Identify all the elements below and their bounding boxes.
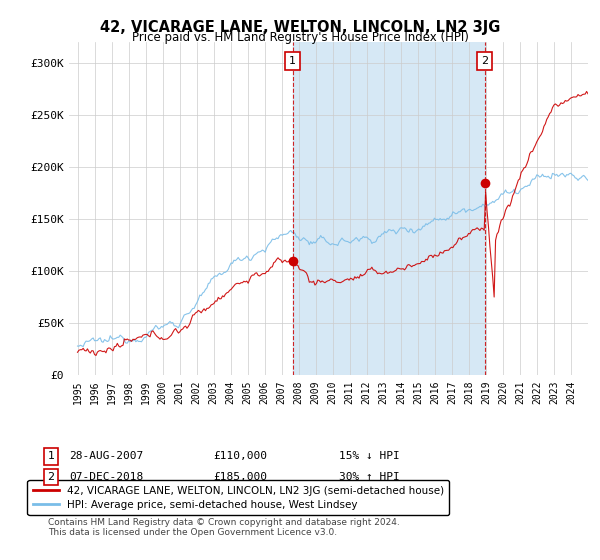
- Text: 42, VICARAGE LANE, WELTON, LINCOLN, LN2 3JG: 42, VICARAGE LANE, WELTON, LINCOLN, LN2 …: [100, 20, 500, 35]
- Text: 30% ↑ HPI: 30% ↑ HPI: [339, 472, 400, 482]
- Bar: [293, 42, 485, 375]
- Text: 07-DEC-2018: 07-DEC-2018: [69, 472, 143, 482]
- Text: Contains HM Land Registry data © Crown copyright and database right 2024.
This d: Contains HM Land Registry data © Crown c…: [48, 518, 400, 538]
- Text: Price paid vs. HM Land Registry's House Price Index (HPI): Price paid vs. HM Land Registry's House …: [131, 31, 469, 44]
- Legend: 42, VICARAGE LANE, WELTON, LINCOLN, LN2 3JG (semi-detached house), HPI: Average : 42, VICARAGE LANE, WELTON, LINCOLN, LN2 …: [28, 480, 449, 515]
- Text: £110,000: £110,000: [213, 451, 267, 461]
- Text: 1: 1: [47, 451, 55, 461]
- Text: 2: 2: [481, 56, 488, 66]
- Text: 2: 2: [47, 472, 55, 482]
- Text: 15% ↓ HPI: 15% ↓ HPI: [339, 451, 400, 461]
- Text: £185,000: £185,000: [213, 472, 267, 482]
- Text: 28-AUG-2007: 28-AUG-2007: [69, 451, 143, 461]
- Text: 1: 1: [289, 56, 296, 66]
